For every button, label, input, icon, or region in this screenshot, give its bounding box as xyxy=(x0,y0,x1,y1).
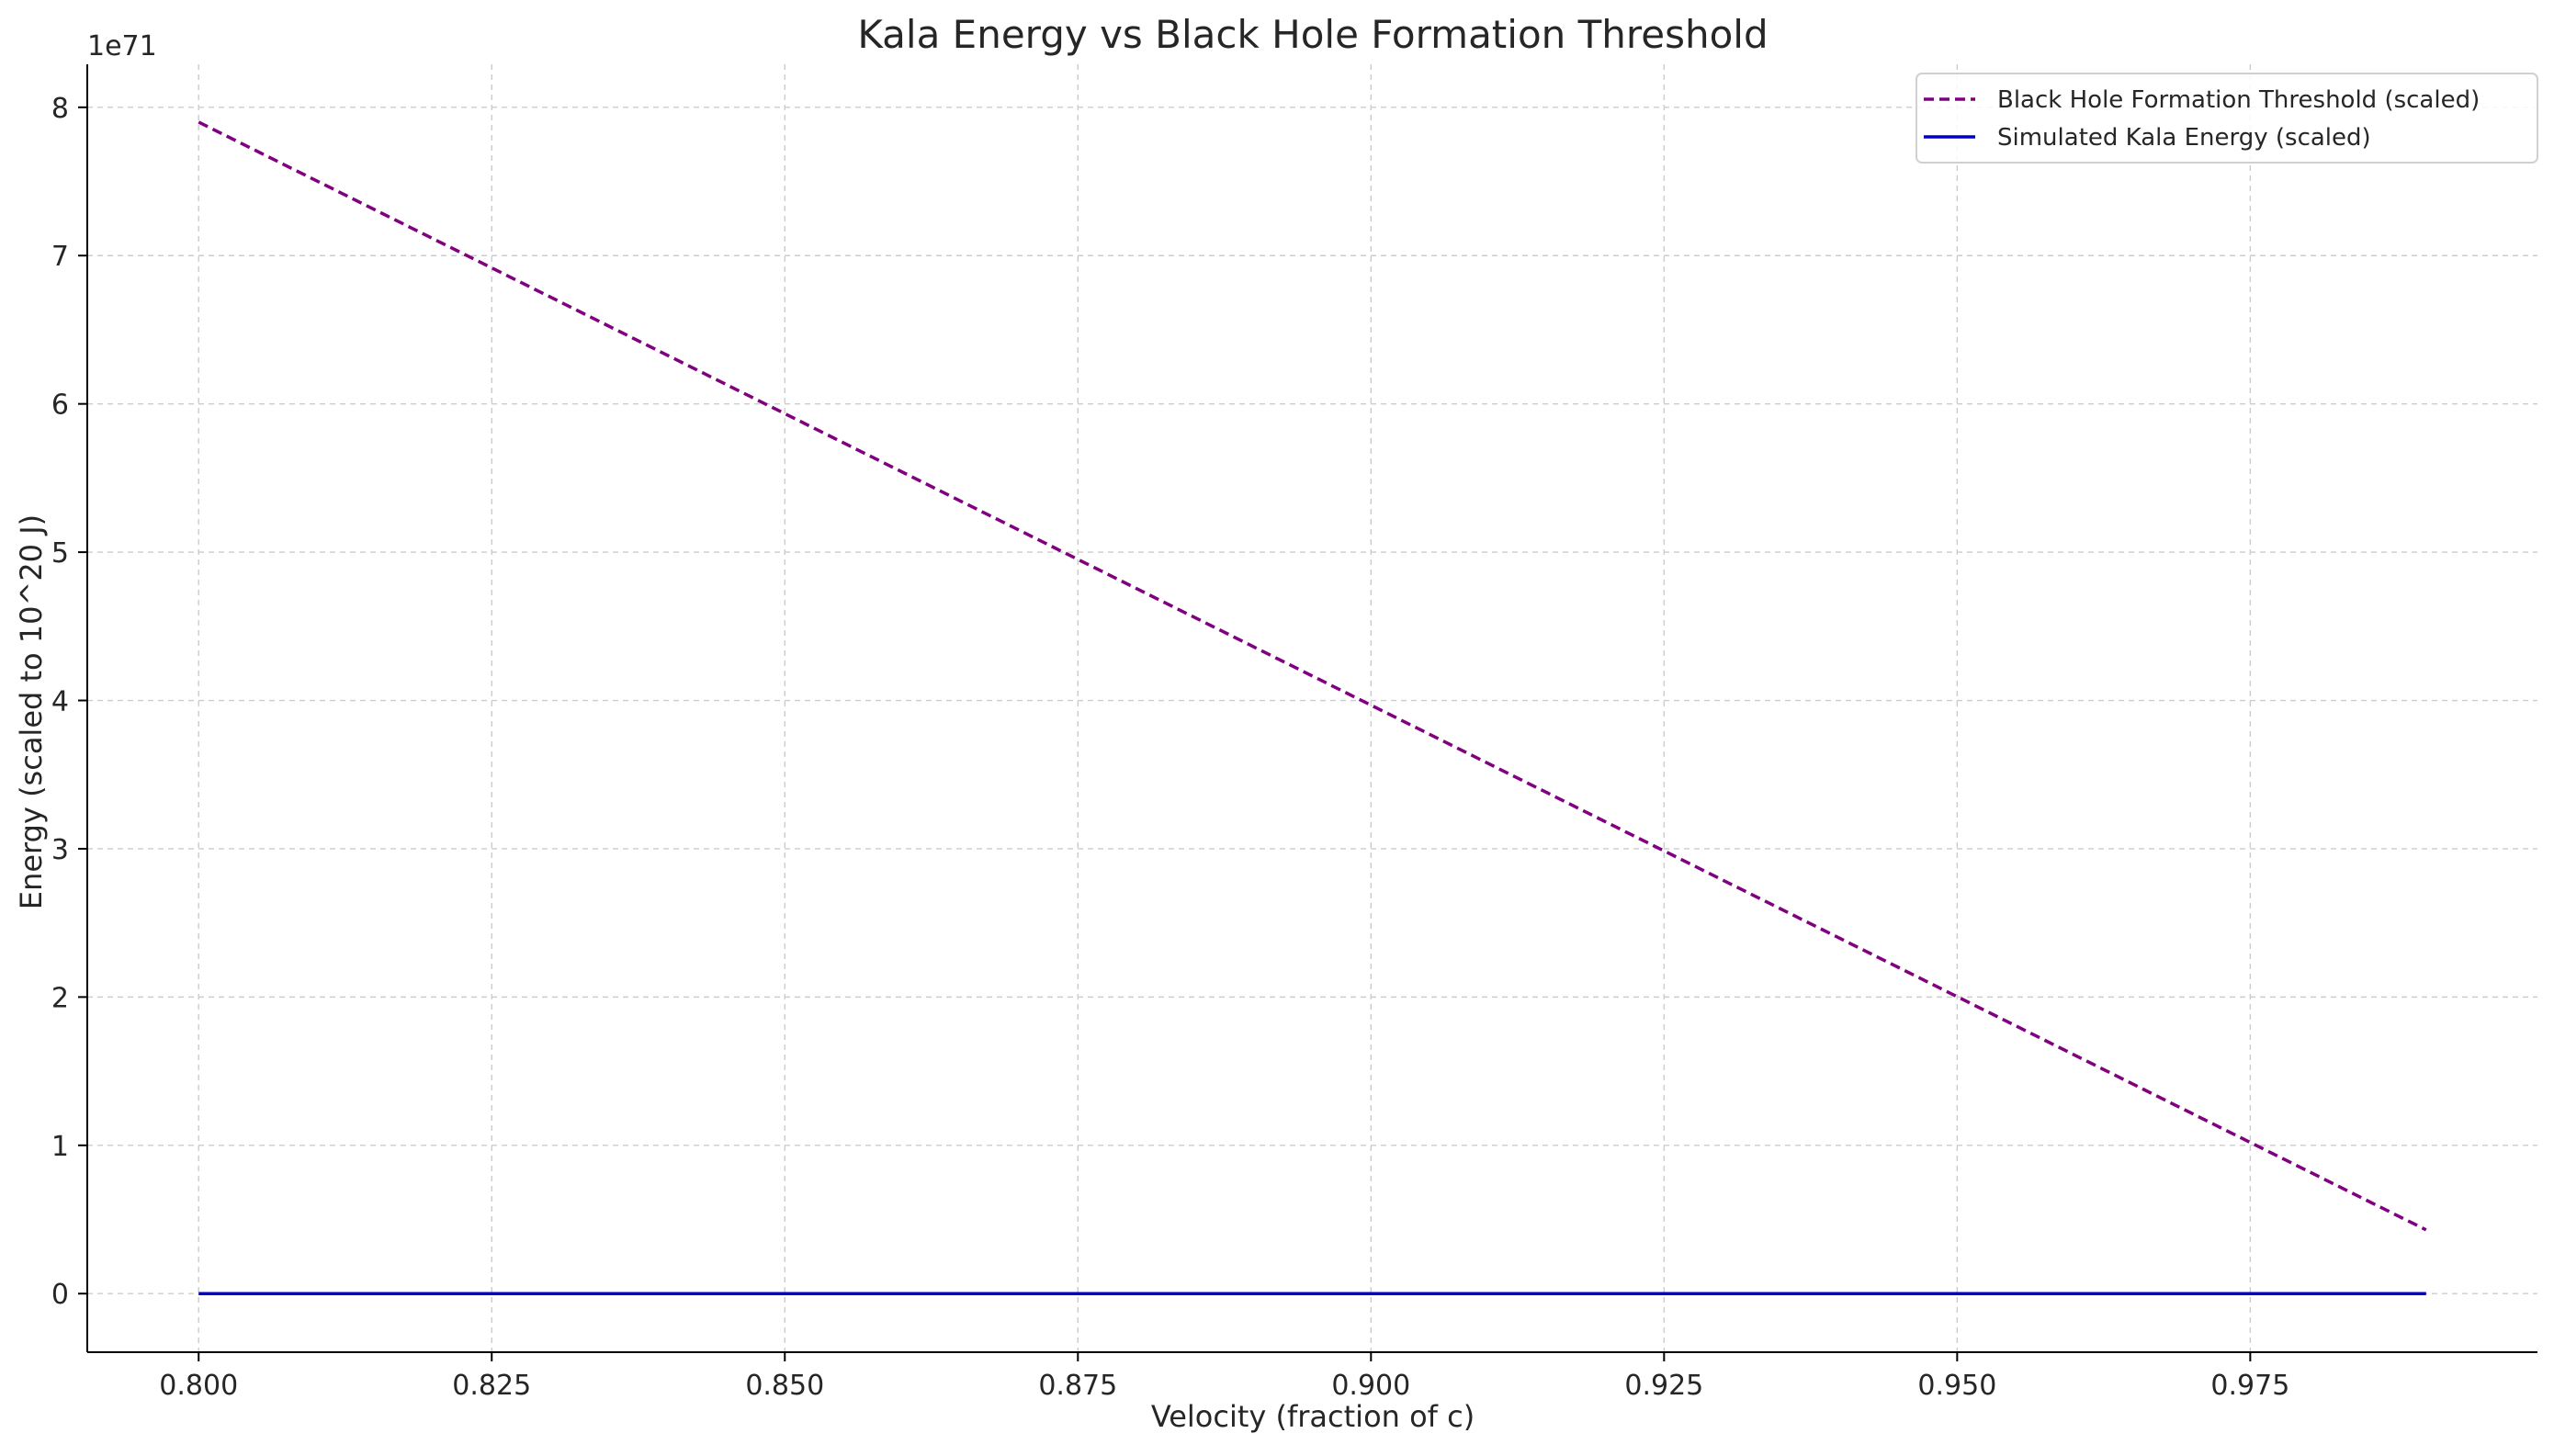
y-tick-label: 3 xyxy=(51,834,69,866)
series-line-threshold xyxy=(198,120,2427,1232)
y-tick-label: 8 xyxy=(51,93,69,125)
chart-title: Kala Energy vs Black Hole Formation Thre… xyxy=(857,12,1768,57)
x-tick-label: 0.925 xyxy=(1624,1370,1703,1402)
y-tick-label: 7 xyxy=(51,241,69,273)
y-tick-label: 5 xyxy=(51,537,69,570)
x-tick-label: 0.950 xyxy=(1917,1370,1996,1402)
x-tick-label: 0.800 xyxy=(159,1370,238,1402)
x-tick-label: 0.975 xyxy=(2210,1370,2289,1402)
y-tick-label: 2 xyxy=(51,982,69,1014)
x-axis-label: Velocity (fraction of c) xyxy=(1151,1399,1475,1434)
x-axis-ticks: 0.800 0.825 0.850 0.875 0.900 0.925 0.950 0.975 xyxy=(159,1352,2289,1402)
legend-entry-threshold: Black Hole Formation Threshold (scaled) xyxy=(1997,86,2480,114)
x-tick-label: 0.900 xyxy=(1331,1370,1410,1402)
y-tick-label: 4 xyxy=(51,686,69,718)
y-axis-offset-label: 1e71 xyxy=(87,30,157,62)
legend-box xyxy=(1916,73,2538,164)
y-axis-ticks: 0 1 2 3 4 5 6 7 8 xyxy=(51,93,87,1311)
y-tick-label: 1 xyxy=(51,1131,69,1163)
series-lines xyxy=(198,120,2427,1295)
y-tick-label: 6 xyxy=(51,389,69,422)
x-tick-label: 0.875 xyxy=(1038,1370,1117,1402)
legend: Black Hole Formation Threshold (scaled) … xyxy=(1916,73,2538,164)
legend-entry-kala: Simulated Kala Energy (scaled) xyxy=(1997,124,2371,152)
y-axis-label: Energy (scaled to 10^20 J) xyxy=(14,514,49,909)
y-tick-label: 0 xyxy=(51,1279,69,1311)
axes-frame xyxy=(86,64,2537,1353)
x-tick-label: 0.825 xyxy=(452,1370,531,1402)
x-tick-label: 0.850 xyxy=(745,1370,824,1402)
